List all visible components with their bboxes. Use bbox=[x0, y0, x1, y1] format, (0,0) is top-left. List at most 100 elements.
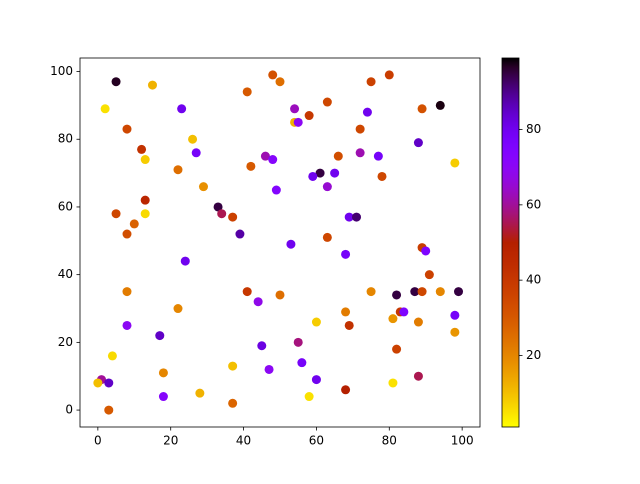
colorbar-tick-label: 60 bbox=[526, 197, 541, 211]
point bbox=[104, 405, 114, 415]
point bbox=[228, 212, 238, 222]
y-tick-label: 20 bbox=[58, 335, 73, 349]
point bbox=[355, 148, 365, 158]
point bbox=[268, 70, 278, 80]
point bbox=[246, 161, 256, 171]
point bbox=[191, 148, 201, 158]
y-tick-label: 60 bbox=[58, 199, 73, 213]
point bbox=[450, 327, 460, 337]
point bbox=[341, 249, 351, 259]
point bbox=[435, 287, 445, 297]
point bbox=[410, 287, 420, 297]
point bbox=[413, 371, 423, 381]
point bbox=[341, 307, 351, 317]
y-tick-label: 100 bbox=[50, 64, 73, 78]
colorbar-tick-label: 20 bbox=[526, 348, 541, 362]
point bbox=[111, 209, 121, 219]
point bbox=[366, 77, 376, 87]
x-tick-label: 100 bbox=[451, 434, 474, 448]
point bbox=[384, 70, 394, 80]
point bbox=[388, 378, 398, 388]
point bbox=[122, 124, 132, 134]
point bbox=[107, 351, 117, 361]
point bbox=[100, 104, 110, 114]
y-tick-label: 0 bbox=[65, 403, 73, 417]
colorbar-tick-label: 80 bbox=[526, 122, 541, 136]
point bbox=[104, 378, 114, 388]
point bbox=[122, 320, 132, 330]
colorbar-tick-label: 40 bbox=[526, 273, 541, 287]
point bbox=[315, 168, 325, 178]
point bbox=[293, 337, 303, 347]
point bbox=[373, 151, 383, 161]
x-tick-label: 0 bbox=[94, 434, 102, 448]
x-tick-label: 80 bbox=[382, 434, 397, 448]
point bbox=[388, 314, 398, 324]
point bbox=[286, 239, 296, 249]
point bbox=[268, 155, 278, 165]
point bbox=[129, 219, 139, 229]
point bbox=[137, 144, 147, 154]
point bbox=[333, 151, 343, 161]
point bbox=[341, 385, 351, 395]
y-tick-label: 40 bbox=[58, 267, 73, 281]
point bbox=[424, 270, 434, 280]
point bbox=[271, 185, 281, 195]
point bbox=[140, 195, 150, 205]
point bbox=[344, 212, 354, 222]
point bbox=[257, 341, 267, 351]
point bbox=[450, 310, 460, 320]
point bbox=[362, 107, 372, 117]
point bbox=[290, 104, 300, 114]
point bbox=[330, 168, 340, 178]
point bbox=[322, 182, 332, 192]
point bbox=[311, 317, 321, 327]
point bbox=[173, 304, 183, 314]
point bbox=[260, 151, 270, 161]
point bbox=[180, 256, 190, 266]
point bbox=[242, 87, 252, 97]
y-tick-label: 80 bbox=[58, 132, 73, 146]
point bbox=[275, 77, 285, 87]
point bbox=[188, 134, 198, 144]
point bbox=[377, 171, 387, 181]
point bbox=[413, 138, 423, 148]
point bbox=[158, 368, 168, 378]
point bbox=[322, 232, 332, 242]
point bbox=[217, 209, 227, 219]
point bbox=[213, 202, 223, 212]
point bbox=[311, 375, 321, 385]
point bbox=[344, 320, 354, 330]
point bbox=[450, 158, 460, 168]
x-tick-label: 40 bbox=[236, 434, 251, 448]
point bbox=[228, 398, 238, 408]
point bbox=[242, 287, 252, 297]
point bbox=[235, 229, 245, 239]
point bbox=[366, 287, 376, 297]
point bbox=[253, 297, 263, 307]
point bbox=[173, 165, 183, 175]
point bbox=[93, 378, 103, 388]
point bbox=[198, 182, 208, 192]
point bbox=[228, 361, 238, 371]
point bbox=[308, 171, 318, 181]
point bbox=[392, 290, 402, 300]
point bbox=[140, 155, 150, 165]
point bbox=[417, 287, 427, 297]
point bbox=[158, 392, 168, 402]
point bbox=[177, 104, 187, 114]
point bbox=[122, 287, 132, 297]
x-tick-label: 60 bbox=[309, 434, 324, 448]
point bbox=[195, 388, 205, 398]
point bbox=[275, 290, 285, 300]
point bbox=[304, 111, 314, 121]
plot-frame bbox=[79, 57, 481, 428]
x-tick-label: 20 bbox=[163, 434, 178, 448]
point bbox=[297, 358, 307, 368]
colorbar bbox=[501, 57, 520, 428]
point bbox=[140, 209, 150, 219]
point bbox=[454, 287, 464, 297]
point bbox=[147, 80, 157, 90]
point bbox=[304, 392, 314, 402]
